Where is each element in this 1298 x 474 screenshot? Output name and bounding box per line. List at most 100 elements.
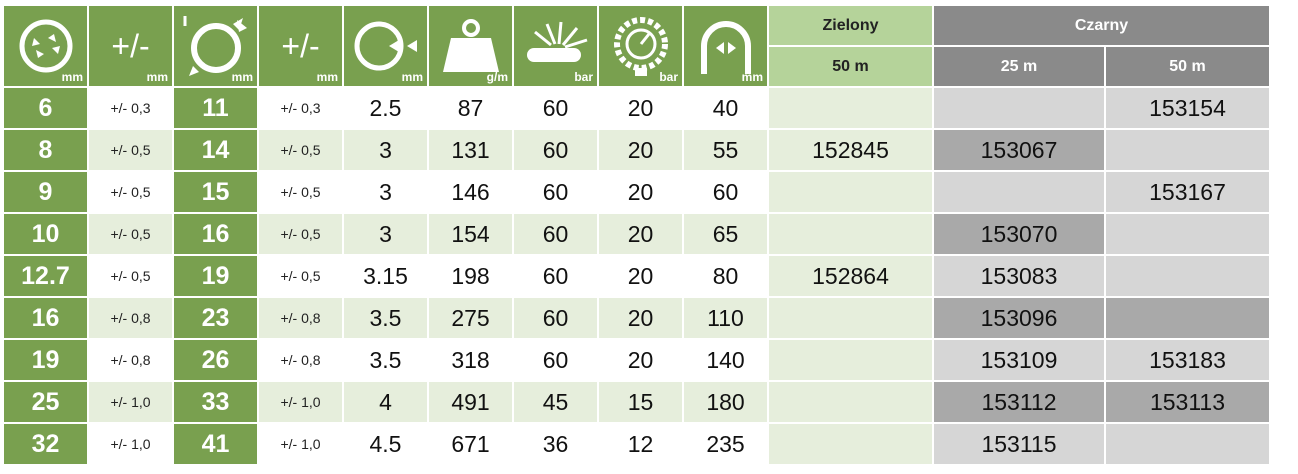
inner-diameter-cell: 12.7	[4, 256, 87, 296]
wall-thickness-icon	[354, 21, 417, 71]
bend-radius-cell: 55	[684, 130, 767, 170]
black-50m-code-cell: 153183	[1106, 340, 1269, 380]
bend-radius-cell: 65	[684, 214, 767, 254]
inner-diameter-cell: 25	[4, 382, 87, 422]
weight-cell: 146	[429, 172, 512, 212]
table-row: 12.7 +/- 0,5 19 +/- 0,5 3.15 198 60 20 8…	[4, 256, 1269, 296]
weight-cell: 154	[429, 214, 512, 254]
burst-pressure-cell: 60	[514, 298, 597, 338]
outer-diameter-cell: 23	[174, 298, 257, 338]
outer-tolerance-cell: +/- 0,8	[259, 298, 342, 338]
outer-diameter-cell: 26	[174, 340, 257, 380]
header-burst-pressure: bar	[514, 6, 597, 86]
inner-tolerance-cell: +/- 0,8	[89, 298, 172, 338]
black-25m-code-cell: 153109	[934, 340, 1104, 380]
outer-diameter-cell: 14	[174, 130, 257, 170]
header-inner-tolerance: +/- mm	[89, 6, 172, 86]
weight-cell: 87	[429, 88, 512, 128]
green-50m-code-cell: 152845	[769, 130, 932, 170]
outer-tolerance-cell: +/- 1,0	[259, 424, 342, 464]
table-row: 16 +/- 0,8 23 +/- 0,8 3.5 275 60 20 110 …	[4, 298, 1269, 338]
green-50m-code-cell	[769, 424, 932, 464]
header-wall-thickness: mm	[344, 6, 427, 86]
wall-thickness-cell: 3	[344, 214, 427, 254]
green-50m-code-cell	[769, 88, 932, 128]
working-pressure-cell: 20	[599, 256, 682, 296]
inner-diameter-cell: 8	[4, 130, 87, 170]
header-working-pressure: bar	[599, 6, 682, 86]
inner-tolerance-cell: +/- 0,8	[89, 340, 172, 380]
outer-diameter-cell: 41	[174, 424, 257, 464]
wall-thickness-cell: 3.5	[344, 298, 427, 338]
working-pressure-cell: 20	[599, 88, 682, 128]
bend-radius-cell: 60	[684, 172, 767, 212]
burst-pressure-cell: 36	[514, 424, 597, 464]
outer-tolerance-cell: +/- 0,5	[259, 172, 342, 212]
outer-tolerance-cell: +/- 0,5	[259, 214, 342, 254]
outer-diameter-cell: 19	[174, 256, 257, 296]
burst-pressure-icon	[526, 21, 587, 62]
inner-diameter-cell: 9	[4, 172, 87, 212]
weight-cell: 318	[429, 340, 512, 380]
burst-pressure-cell: 45	[514, 382, 597, 422]
table-row: 10 +/- 0,5 16 +/- 0,5 3 154 60 20 65 153…	[4, 214, 1269, 254]
wall-thickness-cell: 2.5	[344, 88, 427, 128]
unit-label: g/m	[486, 70, 508, 84]
burst-pressure-cell: 60	[514, 256, 597, 296]
table-row: 9 +/- 0,5 15 +/- 0,5 3 146 60 20 60 1531…	[4, 172, 1269, 212]
black-25m-code-cell: 153115	[934, 424, 1104, 464]
black-50m-code-cell	[1106, 424, 1269, 464]
bend-radius-cell: 180	[684, 382, 767, 422]
inner-tolerance-cell: +/- 1,0	[89, 424, 172, 464]
header-green-length: 50 m	[769, 47, 932, 86]
bend-radius-cell: 235	[684, 424, 767, 464]
table-row: 25 +/- 1,0 33 +/- 1,0 4 491 45 15 180 15…	[4, 382, 1269, 422]
black-50m-code-cell: 153167	[1106, 172, 1269, 212]
wall-thickness-cell: 3.15	[344, 256, 427, 296]
wall-thickness-cell: 3	[344, 172, 427, 212]
unit-label: mm	[316, 70, 338, 84]
weight-cell: 491	[429, 382, 512, 422]
inner-diameter-cell: 32	[4, 424, 87, 464]
burst-pressure-cell: 60	[514, 214, 597, 254]
inner-tolerance-cell: +/- 0,5	[89, 130, 172, 170]
outer-tolerance-cell: +/- 0,5	[259, 256, 342, 296]
tolerance-label: +/-	[281, 27, 320, 64]
burst-pressure-cell: 60	[514, 340, 597, 380]
unit-label: mm	[146, 70, 168, 84]
inner-tolerance-cell: +/- 0,5	[89, 214, 172, 254]
burst-pressure-cell: 60	[514, 130, 597, 170]
working-pressure-cell: 20	[599, 340, 682, 380]
black-25m-code-cell: 153067	[934, 130, 1104, 170]
green-50m-code-cell	[769, 214, 932, 254]
unit-label: mm	[401, 70, 423, 84]
wall-thickness-cell: 4	[344, 382, 427, 422]
black-25m-code-cell	[934, 172, 1104, 212]
inner-diameter-cell: 16	[4, 298, 87, 338]
bend-radius-cell: 40	[684, 88, 767, 128]
working-pressure-cell: 20	[599, 298, 682, 338]
header-black-group: Czarny	[934, 6, 1269, 45]
weight-cell: 198	[429, 256, 512, 296]
weight-cell: 275	[429, 298, 512, 338]
header-bend-radius: mm	[684, 6, 767, 86]
bend-radius-cell: 80	[684, 256, 767, 296]
working-pressure-gauge-icon	[613, 17, 668, 76]
green-50m-code-cell	[769, 298, 932, 338]
header-inner-diameter: mm	[4, 6, 87, 86]
black-25m-code-cell: 153112	[934, 382, 1104, 422]
unit-label: mm	[61, 70, 83, 84]
green-50m-code-cell: 152864	[769, 256, 932, 296]
black-25m-code-cell: 153070	[934, 214, 1104, 254]
header-black-length-50: 50 m	[1106, 47, 1269, 86]
outer-tolerance-cell: +/- 0,3	[259, 88, 342, 128]
table-row: 8 +/- 0,5 14 +/- 0,5 3 131 60 20 55 1528…	[4, 130, 1269, 170]
outer-diameter-cell: 11	[174, 88, 257, 128]
unit-label: mm	[231, 70, 253, 84]
green-50m-code-cell	[769, 382, 932, 422]
working-pressure-cell: 15	[599, 382, 682, 422]
outer-diameter-cell: 16	[174, 214, 257, 254]
outer-tolerance-cell: +/- 0,5	[259, 130, 342, 170]
header-weight: g/m	[429, 6, 512, 86]
burst-pressure-cell: 60	[514, 172, 597, 212]
